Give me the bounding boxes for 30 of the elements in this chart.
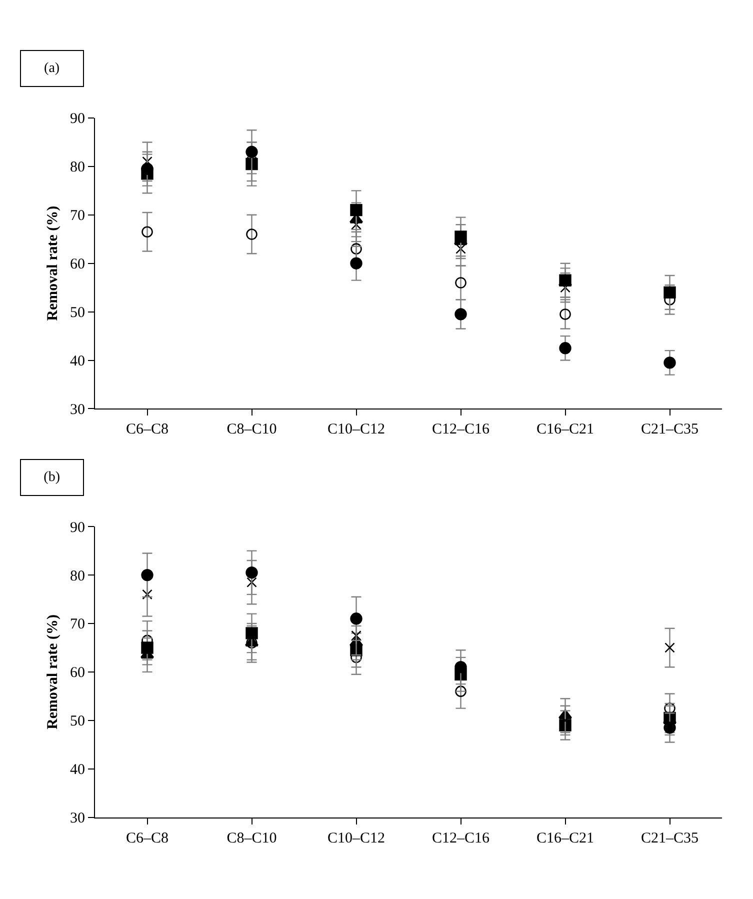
x-tick-label: C16–C21 (536, 422, 594, 438)
y-tick-label: 50 (70, 714, 85, 730)
y-tick-label: 90 (70, 520, 85, 536)
y-tick-label: 70 (70, 616, 85, 633)
x-tick-label: C10–C12 (327, 422, 386, 438)
y-tick-label: 40 (70, 762, 85, 778)
x-tick-label: C8–C10 (226, 830, 277, 846)
y-tick-label: 70 (70, 208, 85, 224)
y-tick-label: 80 (70, 568, 85, 584)
y-axis-title: Removal rate (%) (45, 614, 62, 730)
y-tick-label: 50 (70, 305, 85, 322)
y-tick-label: 40 (70, 354, 85, 370)
y-tick-label: 60 (70, 665, 85, 682)
x-tick-label: C16–C21 (536, 830, 594, 846)
y-tick-label: 60 (70, 256, 85, 273)
x-tick-label: C21–C35 (640, 830, 699, 846)
y-tick-label: 90 (70, 111, 85, 128)
x-tick-label: C21–C35 (640, 422, 699, 438)
x-tick-label: C10–C12 (327, 830, 386, 846)
chart-title: (b) (44, 470, 60, 485)
y-axis-title: Removal rate (%) (45, 206, 62, 321)
y-tick-label: 80 (70, 160, 85, 176)
x-tick-label: C12–C16 (432, 830, 490, 846)
y-tick-label: 30 (70, 810, 85, 827)
x-tick-label: C6–C8 (126, 830, 169, 846)
x-tick-label: C6–C8 (126, 422, 169, 438)
x-tick-label: C8–C10 (226, 422, 277, 438)
x-tick-label: C12–C16 (432, 422, 490, 438)
chart-title: (a) (44, 61, 60, 76)
y-tick-label: 30 (70, 402, 85, 418)
